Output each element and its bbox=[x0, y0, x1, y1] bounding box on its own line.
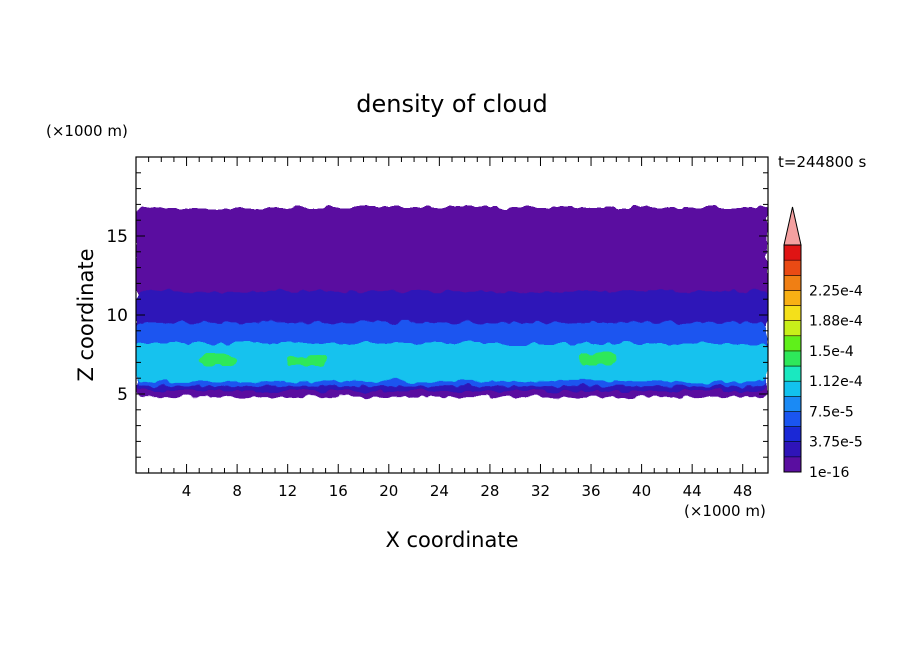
x-tick-label: 4 bbox=[182, 482, 192, 500]
colorbar-swatch bbox=[784, 350, 801, 367]
x-tick-label: 48 bbox=[733, 482, 752, 500]
x-tick-label: 36 bbox=[581, 482, 600, 500]
colorbar-label: 1.12e-4 bbox=[809, 374, 863, 390]
colorbar-swatch bbox=[784, 381, 801, 397]
y-axis: 5 10 15 bbox=[106, 172, 768, 458]
x-tick-label: 28 bbox=[480, 482, 499, 500]
colorbar: 1e-16 3.75e-5 7.5e-5 1.12e-4 1.5e-4 1.88e-4 2.… bbox=[783, 206, 863, 481]
x-tick-label: 20 bbox=[379, 482, 398, 500]
x-tick-label: 24 bbox=[430, 482, 449, 500]
colorbar-label: 1.88e-4 bbox=[809, 314, 863, 330]
colorbar-label: 3.75e-5 bbox=[809, 435, 863, 451]
y-tick-label: 10 bbox=[106, 306, 128, 326]
colorbar-swatch bbox=[784, 260, 801, 276]
colorbar-swatch bbox=[784, 335, 801, 352]
colorbar-swatch bbox=[784, 290, 801, 307]
y-tick-label: 5 bbox=[117, 385, 128, 405]
density-region bbox=[287, 356, 326, 366]
colorbar-extend-arrow bbox=[783, 206, 802, 246]
time-label: t=244800 s bbox=[778, 153, 866, 171]
x-tick-label: 12 bbox=[278, 482, 297, 500]
x-tick-label: 44 bbox=[683, 482, 702, 500]
colorbar-frame bbox=[783, 244, 802, 473]
x-tick-label: 32 bbox=[531, 482, 550, 500]
colorbar-swatch bbox=[784, 320, 801, 337]
colorbar-label: 1e-16 bbox=[809, 465, 849, 481]
colorbar-swatch bbox=[784, 456, 801, 473]
x-tick-label: 8 bbox=[232, 482, 242, 500]
colorbar-label: 2.25e-4 bbox=[809, 283, 863, 299]
colorbar-label: 1.5e-4 bbox=[809, 344, 854, 360]
colorbar-swatch bbox=[784, 396, 801, 412]
colorbar-swatch bbox=[784, 441, 801, 458]
colorbar-swatch bbox=[784, 426, 801, 443]
chart-title: density of cloud bbox=[356, 90, 547, 118]
cloud-density-field bbox=[136, 207, 768, 398]
colorbar-swatch bbox=[784, 305, 801, 322]
density-region bbox=[199, 354, 238, 366]
y-axis-label: Z coordinate bbox=[74, 248, 98, 381]
colorbar-swatch bbox=[784, 275, 801, 291]
colorbar-swatch bbox=[784, 245, 801, 261]
x-unit-label: (×1000 m) bbox=[684, 502, 766, 520]
x-tick-label: 40 bbox=[632, 482, 651, 500]
x-tick-label: 16 bbox=[329, 482, 348, 500]
y-unit-label: (×1000 m) bbox=[46, 122, 128, 140]
colorbar-label: 7.5e-5 bbox=[809, 404, 854, 420]
x-axis-label: X coordinate bbox=[385, 528, 518, 552]
colorbar-swatch bbox=[784, 411, 801, 428]
density-region bbox=[136, 343, 768, 382]
x-axis: 4 8 12 16 20 24 28 32 36 40 44 48 bbox=[148, 157, 756, 500]
y-tick-label: 15 bbox=[106, 227, 128, 247]
colorbar-swatch bbox=[784, 366, 801, 382]
density-region bbox=[578, 352, 617, 364]
